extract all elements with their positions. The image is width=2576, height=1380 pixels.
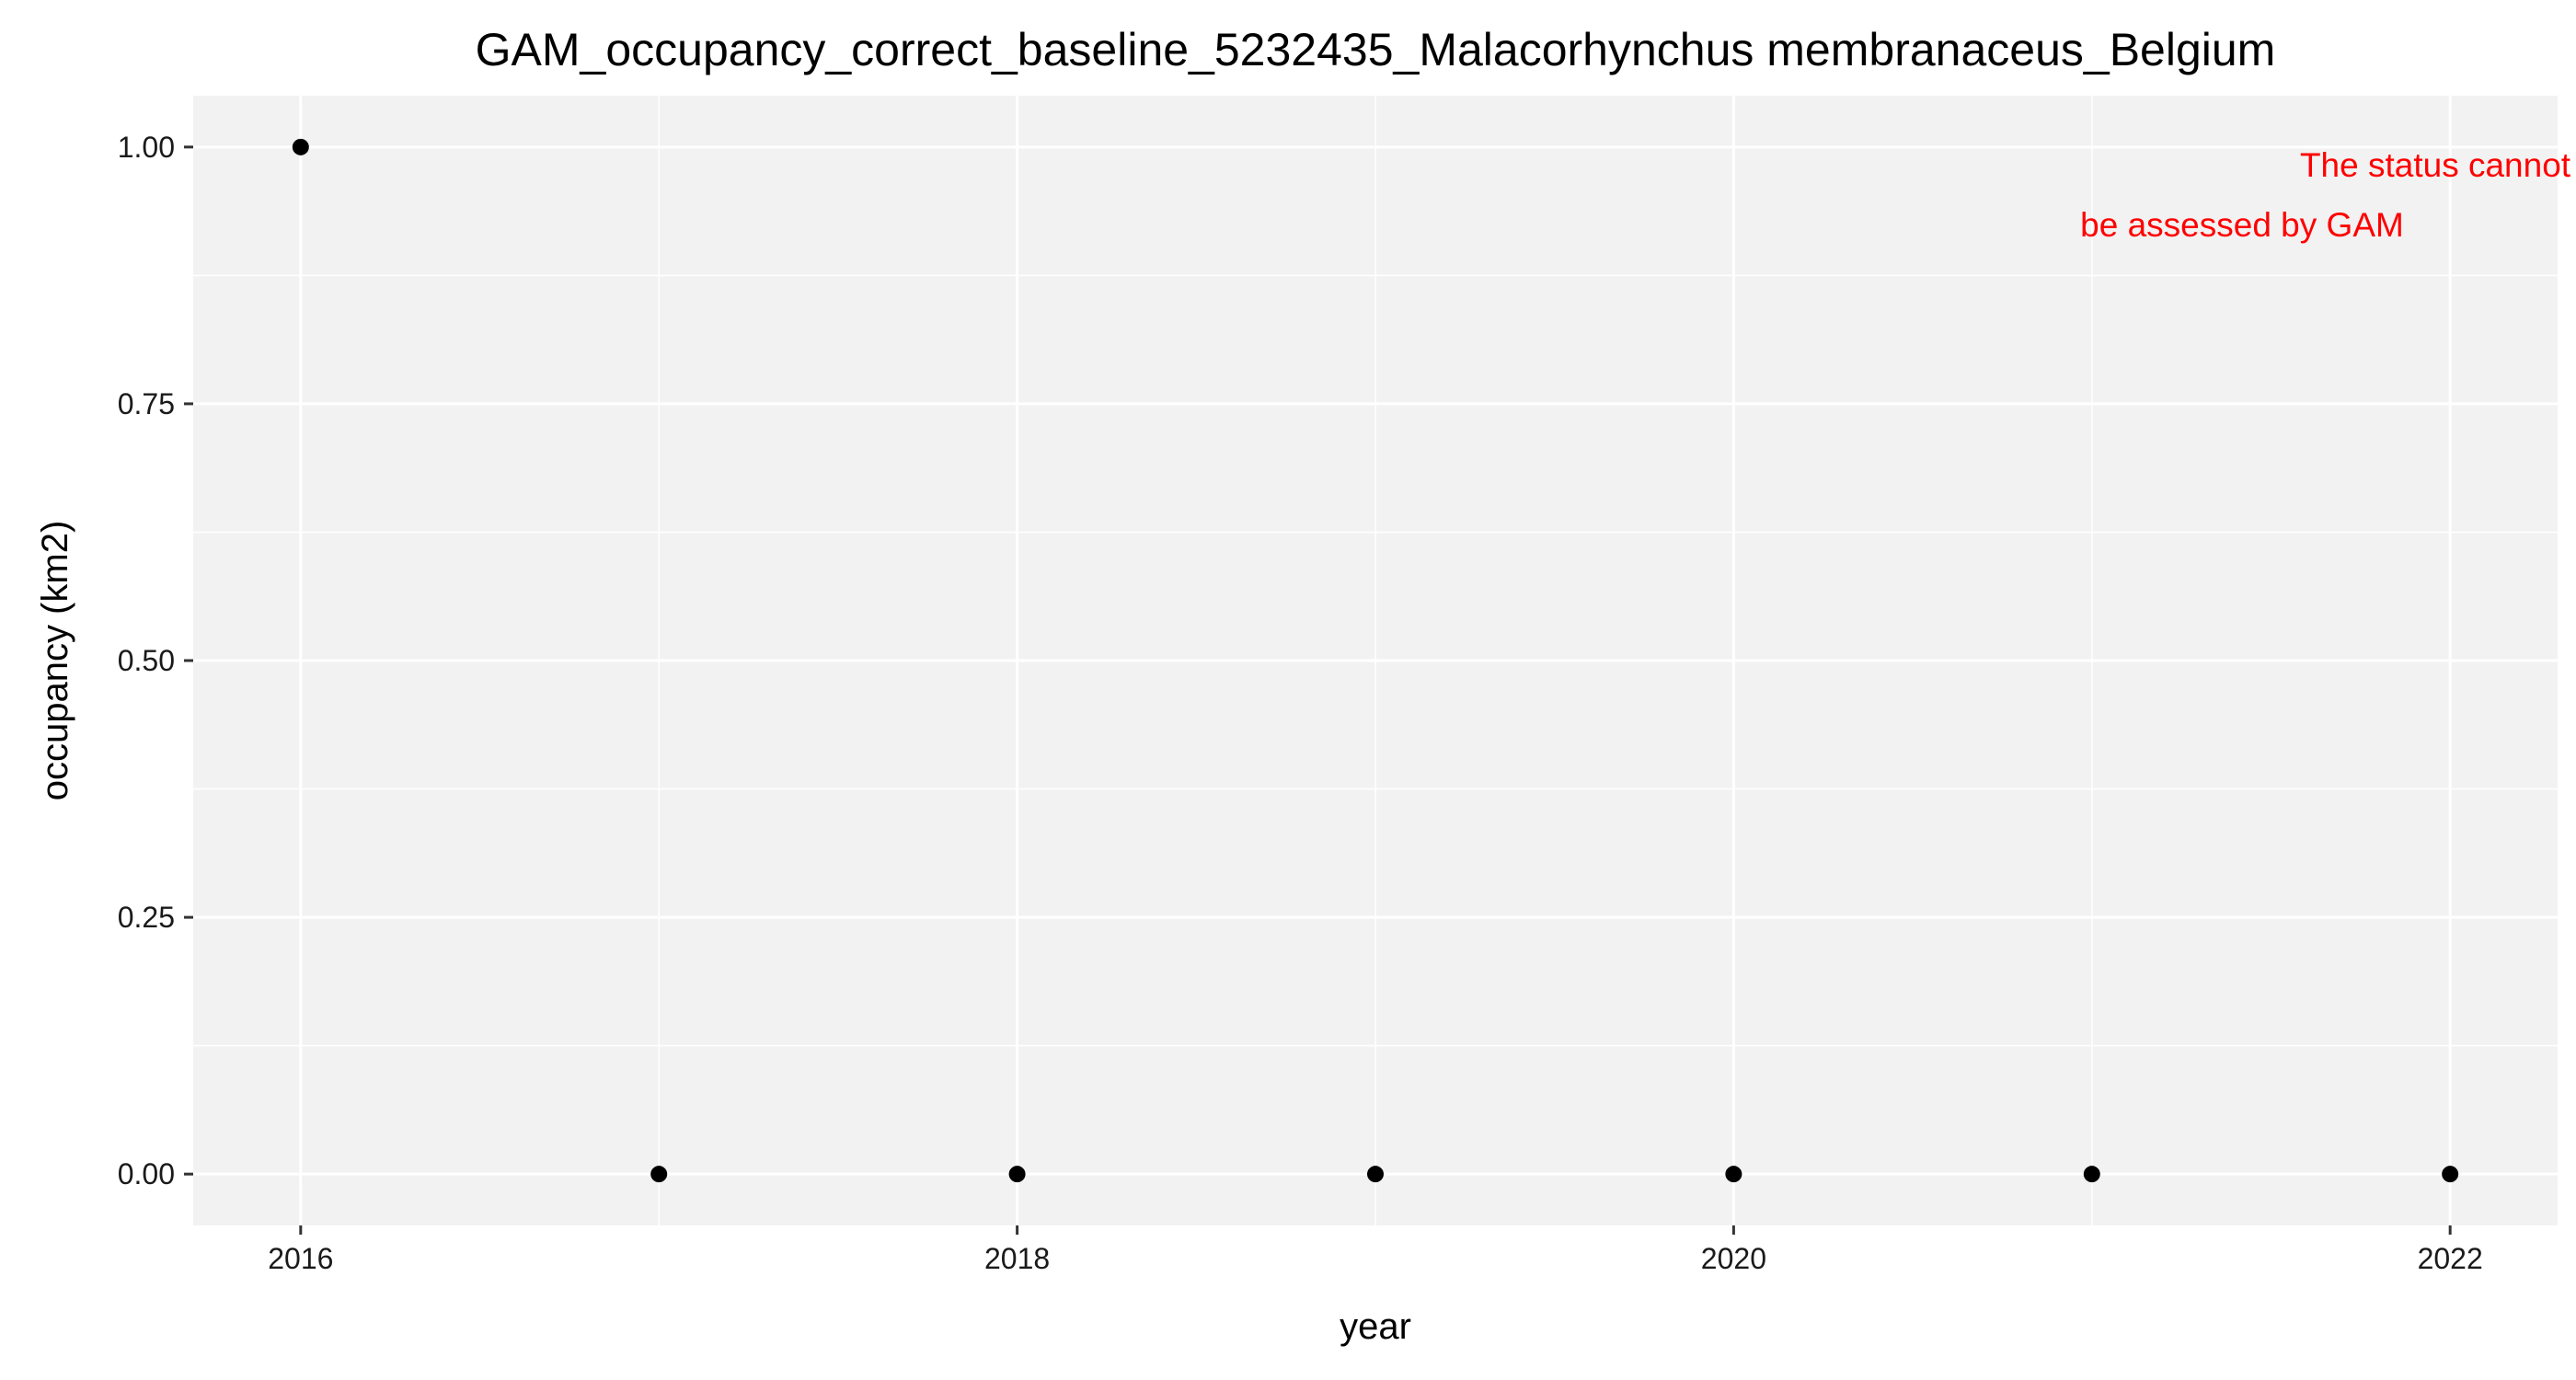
data-point [2083,1166,2100,1183]
data-point [2442,1166,2459,1183]
x-tick-label: 2016 [268,1242,333,1275]
y-tick-label: 0.00 [118,1157,175,1190]
data-point [1367,1166,1384,1183]
y-tick-label: 1.00 [118,131,175,164]
data-points [292,138,2459,1183]
y-tick-label: 0.25 [118,901,175,934]
x-tick-label: 2022 [2418,1242,2483,1275]
chart-title: GAM_occupancy_correct_baseline_5232435_M… [476,24,2276,75]
x-axis-title: year [1340,1306,1411,1347]
y-axis-title: occupancy (km2) [35,521,75,801]
y-tick-label: 0.50 [118,644,175,677]
status-annotation-line-1: The status cannot [2300,146,2571,184]
data-point [292,138,309,155]
y-axis: 0.00 0.25 0.50 0.75 1.00 [118,131,193,1190]
data-point [650,1166,668,1183]
x-tick-label: 2018 [984,1242,1050,1275]
data-point [1008,1166,1026,1183]
x-tick-label: 2020 [1701,1242,1766,1275]
status-annotation-line-2: be assessed by GAM [2080,206,2404,244]
x-axis: 2016 2018 2020 2022 [268,1225,2483,1275]
data-point [1725,1166,1742,1183]
y-tick-label: 0.75 [118,387,175,420]
major-grid [193,96,2558,1225]
